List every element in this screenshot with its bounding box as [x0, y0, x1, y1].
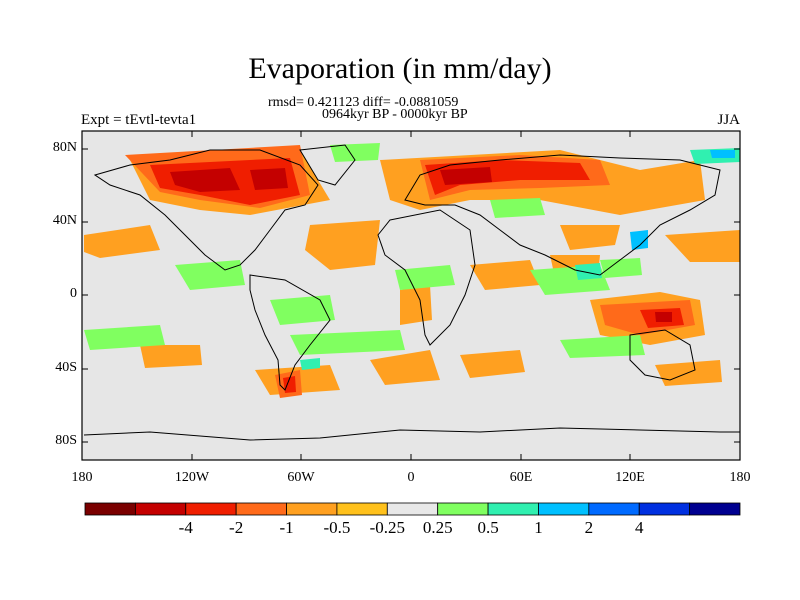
- anomaly-patch: [560, 335, 645, 358]
- anomaly-patch: [575, 263, 602, 280]
- colorbar-label: 1: [534, 518, 543, 537]
- y-tick-label: 80N: [52, 140, 77, 155]
- x-tick-label: 60W: [287, 470, 315, 485]
- x-tick-label: 60E: [509, 470, 533, 485]
- anomaly-patch: [655, 312, 672, 322]
- coastline-north-america: [93, 149, 319, 271]
- anomaly-patch: [290, 330, 405, 355]
- colorbar-swatch: [185, 502, 237, 516]
- season-label: JJA: [717, 112, 740, 128]
- anomaly-patch: [440, 167, 492, 185]
- colorbar-swatch: [235, 502, 287, 516]
- anomaly-patch: [490, 198, 545, 218]
- y-tick-label: 80S: [55, 433, 77, 448]
- anomaly-patch: [305, 220, 380, 270]
- colorbar-swatch: [588, 502, 640, 516]
- anomaly-patch: [84, 225, 160, 258]
- colorbar-swatch: [437, 502, 489, 516]
- anomaly-patch: [600, 258, 642, 278]
- colorbar-swatch: [487, 502, 539, 516]
- colorbar-swatch: [286, 502, 338, 516]
- coastline-eurasia: [404, 154, 721, 276]
- colorbar-swatch: [134, 502, 187, 516]
- y-tick-label: 40N: [52, 213, 77, 228]
- colorbar-swatch: [689, 502, 741, 516]
- colorbar-label: 2: [584, 518, 594, 537]
- colorbar-label: -4: [178, 518, 193, 537]
- x-tick-label: 120E: [615, 470, 645, 485]
- experiment-label: Expt = tEvtl-tevta1: [81, 112, 197, 128]
- anomaly-patch: [140, 345, 202, 368]
- colorbar-swatch: [638, 502, 691, 516]
- anomaly-patch: [460, 350, 525, 378]
- x-tick-label: 120W: [174, 470, 210, 485]
- coastline-south-america: [249, 274, 331, 391]
- coastline-australia: [629, 329, 696, 381]
- coastline-africa: [377, 209, 476, 346]
- anomaly-patch: [470, 260, 540, 290]
- anomaly-patch: [170, 168, 240, 192]
- anomaly-patch: [710, 150, 735, 158]
- anomaly-shading: [84, 143, 740, 398]
- anomaly-patch: [175, 260, 245, 290]
- anomaly-patch: [630, 230, 648, 250]
- x-tick-label: 0: [407, 470, 415, 485]
- period-line: 0964kyr BP - 0000kyr BP: [322, 107, 468, 122]
- colorbar-label: 0.5: [477, 518, 499, 537]
- anomaly-patch: [560, 225, 620, 250]
- chart-title: Evaporation (in mm/day): [248, 52, 552, 85]
- colorbar: [84, 502, 741, 516]
- colorbar-swatch: [538, 502, 590, 516]
- x-tick-label: 180: [71, 470, 93, 485]
- anomaly-patch: [283, 376, 296, 393]
- anomaly-patch: [665, 230, 740, 262]
- tick-marks: [82, 131, 740, 460]
- colorbar-swatch: [336, 502, 388, 516]
- y-tick-label: 0: [70, 286, 77, 301]
- y-tick-label: 40S: [55, 360, 77, 375]
- anomaly-patch: [370, 350, 440, 385]
- colorbar-swatch: [386, 502, 439, 516]
- coastline-greenland: [299, 144, 356, 186]
- anomaly-patch: [400, 285, 432, 325]
- anomaly-patch: [250, 168, 288, 190]
- coastlines: [83, 144, 740, 441]
- colorbar-label: 0.25: [422, 518, 453, 537]
- colorbar-label: -2: [229, 518, 244, 537]
- x-tick-label: 180: [729, 470, 751, 485]
- anomaly-patch: [330, 143, 380, 162]
- colorbar-swatch: [84, 502, 136, 516]
- colorbar-label: -0.5: [323, 518, 351, 537]
- anomaly-patch: [300, 358, 320, 370]
- anomaly-patch: [84, 325, 165, 350]
- stats-line: rmsd= 0.421123 diff= -0.0881059: [268, 95, 459, 110]
- colorbar-label: 4: [634, 518, 644, 537]
- anomaly-patch: [395, 265, 455, 290]
- anomaly-patch: [270, 295, 335, 325]
- coastline-antarctica: [83, 427, 740, 441]
- colorbar-label: -1: [279, 518, 294, 537]
- colorbar-label: -0.25: [369, 518, 405, 537]
